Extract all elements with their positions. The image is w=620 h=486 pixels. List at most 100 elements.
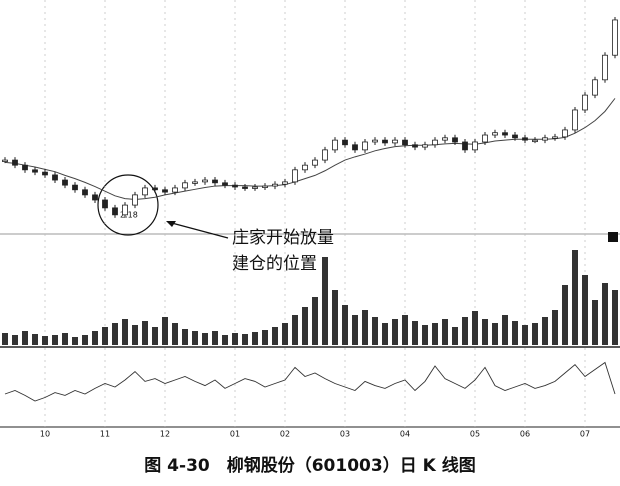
candle — [262, 185, 268, 188]
candle — [362, 141, 368, 151]
candle — [352, 144, 358, 151]
candle — [172, 187, 178, 193]
candle — [52, 174, 58, 181]
candle — [282, 181, 288, 185]
x-tick-label: 05 — [470, 430, 480, 439]
candle — [422, 144, 428, 148]
volume-bar — [362, 310, 368, 345]
low-label: 2.18 — [120, 211, 138, 220]
volume-bar — [112, 323, 118, 345]
candle — [492, 132, 498, 136]
volume-bar — [142, 321, 148, 345]
candle — [122, 204, 128, 216]
candle — [562, 129, 568, 138]
candle — [32, 169, 38, 173]
volume-bar — [282, 323, 288, 345]
candle — [572, 109, 578, 131]
candle — [432, 139, 438, 146]
volume-bar — [352, 315, 358, 345]
candle — [342, 139, 348, 146]
volume-bar — [92, 331, 98, 345]
candle — [412, 144, 418, 148]
candle — [242, 186, 248, 189]
x-tick-label: 03 — [340, 430, 350, 439]
candle — [602, 54, 608, 81]
volume-bar — [82, 335, 88, 345]
candle — [542, 137, 548, 141]
volume-bar — [202, 333, 208, 345]
oscillator-line — [4, 361, 616, 402]
candle — [22, 164, 28, 171]
candle — [592, 79, 598, 96]
candle — [62, 179, 68, 186]
candle — [102, 199, 108, 209]
caption: 图 4-30 柳钢股份（601003）日 K 线图 — [144, 455, 475, 476]
volume-bar — [382, 323, 388, 345]
volume-bar — [272, 327, 278, 345]
candle — [452, 137, 458, 143]
volume-bar — [432, 323, 438, 345]
volume-bar — [132, 325, 138, 345]
volume-bar — [122, 319, 128, 345]
candle — [132, 194, 138, 206]
candle — [222, 182, 228, 186]
volume-bar — [32, 334, 38, 345]
volume-bar — [182, 329, 188, 345]
volume-bar — [12, 335, 18, 345]
candle — [212, 179, 218, 184]
candle — [332, 139, 338, 151]
candle — [392, 139, 398, 144]
candle — [372, 139, 378, 143]
candle — [462, 141, 468, 151]
volume-bar — [582, 275, 588, 345]
candle — [182, 182, 188, 189]
x-tick-label: 11 — [100, 430, 110, 439]
candle — [12, 159, 18, 166]
volume-bar — [252, 332, 258, 345]
volume-bar — [172, 323, 178, 345]
volume-bar — [502, 315, 508, 345]
volume-bar — [512, 321, 518, 345]
volume-bar — [452, 327, 458, 345]
candle — [522, 137, 528, 141]
volume-bar — [572, 250, 578, 345]
candle — [232, 184, 238, 188]
candle — [92, 194, 98, 201]
volume-bar — [592, 300, 598, 345]
candle — [292, 169, 298, 183]
candle — [532, 139, 538, 143]
volume-bar — [192, 331, 198, 345]
annotation: 庄家开始放量 — [232, 228, 334, 248]
candle — [402, 139, 408, 146]
volume-bar — [322, 257, 328, 345]
volume-bar — [162, 317, 168, 345]
candle — [472, 141, 478, 151]
highlight-circle — [97, 174, 159, 236]
volume-bar — [2, 333, 8, 345]
volume-bar — [332, 290, 338, 345]
x-tick-label: 10 — [40, 430, 50, 439]
volume-bar — [472, 311, 478, 345]
candle — [2, 159, 8, 162]
x-tick-label: 07 — [580, 430, 590, 439]
volume-bar — [412, 321, 418, 345]
candle — [272, 183, 278, 187]
candle — [152, 187, 158, 191]
candle — [582, 94, 588, 111]
volume-bar — [552, 310, 558, 345]
candle — [482, 134, 488, 143]
volume-bar — [42, 336, 48, 345]
volume-bar — [522, 325, 528, 345]
candle — [112, 207, 118, 216]
x-tick-label: 01 — [230, 430, 240, 439]
candle — [612, 19, 618, 56]
candle — [72, 184, 78, 191]
volume-bar — [482, 319, 488, 345]
volume-bar — [462, 317, 468, 345]
x-tick-label: 06 — [520, 430, 530, 439]
candle — [162, 189, 168, 193]
volume-bar — [52, 335, 58, 345]
volume-bar — [612, 290, 618, 345]
volume-bar — [22, 331, 28, 345]
